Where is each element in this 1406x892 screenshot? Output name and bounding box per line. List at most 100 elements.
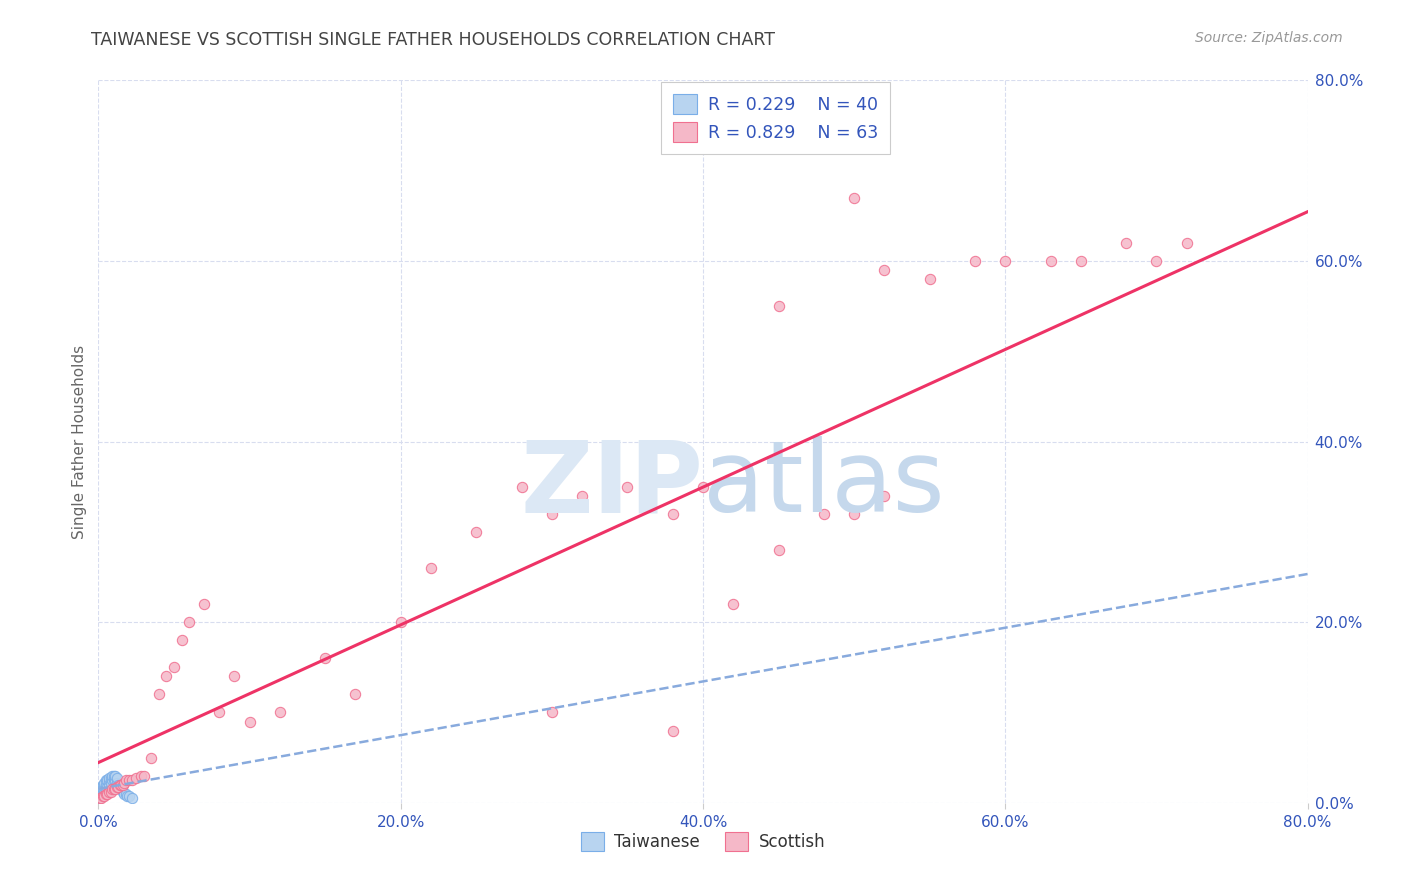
- Point: [96, 780, 118, 794]
- Point: [90, 785, 112, 799]
- Point: [873, 489, 896, 503]
- Point: [101, 769, 124, 783]
- Point: [170, 633, 193, 648]
- Point: [114, 773, 136, 788]
- Legend: R = 0.229    N = 40, R = 0.829    N = 63: R = 0.229 N = 40, R = 0.829 N = 63: [661, 82, 890, 154]
- Point: [121, 773, 143, 788]
- Point: [873, 263, 896, 277]
- Point: [91, 789, 114, 803]
- Point: [148, 687, 170, 701]
- Point: [107, 778, 129, 792]
- Point: [98, 778, 121, 792]
- Point: [89, 785, 111, 799]
- Text: ZIP: ZIP: [520, 436, 703, 533]
- Point: [155, 669, 177, 683]
- Point: [90, 787, 112, 801]
- Point: [510, 480, 533, 494]
- Point: [163, 660, 186, 674]
- Point: [108, 778, 131, 792]
- Point: [96, 787, 118, 801]
- Point: [105, 771, 128, 785]
- Point: [692, 480, 714, 494]
- Point: [661, 507, 683, 521]
- Point: [465, 524, 488, 539]
- Point: [118, 789, 141, 803]
- Point: [90, 780, 112, 794]
- Point: [104, 769, 127, 783]
- Point: [661, 723, 683, 738]
- Point: [100, 785, 122, 799]
- Point: [94, 778, 117, 792]
- Point: [89, 791, 111, 805]
- Point: [103, 769, 125, 783]
- Point: [91, 787, 114, 801]
- Point: [616, 480, 638, 494]
- Point: [918, 272, 941, 286]
- Point: [90, 789, 112, 803]
- Point: [93, 780, 115, 794]
- Point: [344, 687, 367, 701]
- Point: [239, 714, 262, 729]
- Point: [93, 785, 115, 799]
- Point: [112, 787, 135, 801]
- Point: [89, 789, 111, 803]
- Point: [208, 706, 231, 720]
- Point: [813, 507, 835, 521]
- Text: atlas: atlas: [703, 436, 945, 533]
- Point: [91, 778, 114, 792]
- Point: [844, 191, 866, 205]
- Point: [314, 651, 336, 665]
- Point: [132, 769, 155, 783]
- Point: [94, 773, 117, 788]
- Point: [1175, 235, 1198, 250]
- Point: [420, 561, 443, 575]
- Point: [1039, 254, 1062, 268]
- Point: [125, 771, 148, 785]
- Point: [768, 542, 790, 557]
- Point: [98, 785, 121, 799]
- Text: Source: ZipAtlas.com: Source: ZipAtlas.com: [1195, 31, 1343, 45]
- Point: [193, 597, 215, 611]
- Point: [129, 769, 152, 783]
- Point: [100, 771, 122, 785]
- Point: [179, 615, 201, 630]
- Point: [844, 507, 866, 521]
- Point: [141, 750, 163, 764]
- Point: [112, 776, 135, 790]
- Point: [768, 299, 790, 313]
- Point: [91, 782, 114, 797]
- Point: [118, 773, 141, 788]
- Point: [101, 782, 124, 797]
- Point: [994, 254, 1017, 268]
- Point: [115, 789, 138, 803]
- Point: [571, 489, 593, 503]
- Point: [108, 780, 131, 794]
- Point: [111, 785, 134, 799]
- Point: [104, 773, 127, 788]
- Point: [90, 791, 112, 805]
- Point: [1144, 254, 1167, 268]
- Point: [105, 780, 128, 794]
- Point: [110, 782, 132, 797]
- Point: [100, 776, 122, 790]
- Point: [96, 773, 118, 788]
- Point: [105, 776, 128, 790]
- Point: [1115, 235, 1137, 250]
- Point: [540, 706, 562, 720]
- Point: [224, 669, 246, 683]
- Point: [1070, 254, 1092, 268]
- Point: [110, 778, 132, 792]
- Point: [94, 787, 117, 801]
- Point: [114, 787, 136, 801]
- Point: [269, 706, 291, 720]
- Point: [101, 773, 124, 788]
- Point: [93, 776, 115, 790]
- Point: [965, 254, 987, 268]
- Point: [111, 778, 134, 792]
- Point: [103, 773, 125, 788]
- Point: [121, 791, 143, 805]
- Point: [89, 791, 111, 805]
- Point: [98, 771, 121, 785]
- Point: [389, 615, 412, 630]
- Point: [540, 507, 562, 521]
